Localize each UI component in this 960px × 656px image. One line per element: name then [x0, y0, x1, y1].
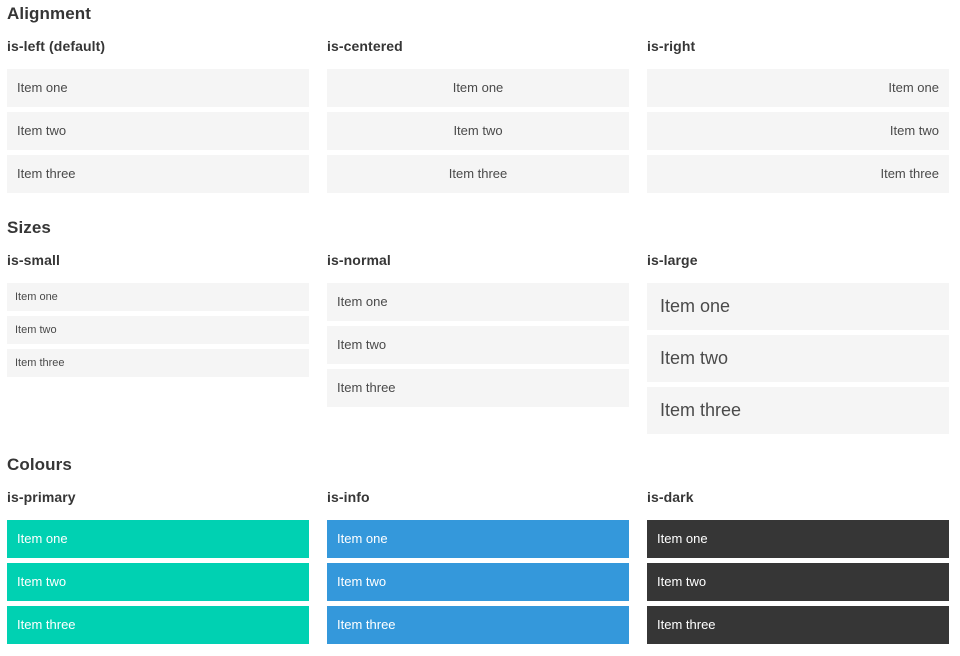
- colours-columns: is-primary Item one Item two Item three …: [7, 489, 949, 644]
- group-label-is-right: is-right: [647, 38, 696, 54]
- group-is-small: is-small Item one Item two Item three: [7, 252, 309, 377]
- group-label-is-left: is-left (default): [7, 38, 106, 54]
- list-item: Item three: [7, 155, 309, 193]
- list-item: Item two: [327, 112, 629, 150]
- list-item: Item one: [327, 283, 629, 321]
- list-item: Item three: [647, 606, 949, 644]
- group-is-centered: is-centered Item one Item two Item three: [327, 38, 629, 193]
- block-list-is-left: Item one Item two Item three: [7, 69, 309, 193]
- group-is-dark: is-dark Item one Item two Item three: [647, 489, 949, 644]
- section-title-alignment: Alignment: [7, 4, 92, 23]
- section-sizes: Sizes is-small Item one Item two Item th…: [7, 218, 949, 434]
- list-item: Item one: [7, 520, 309, 558]
- block-list-is-normal: Item one Item two Item three: [327, 283, 629, 407]
- group-label-is-info: is-info: [327, 489, 370, 505]
- list-item: Item two: [7, 112, 309, 150]
- block-list-is-primary: Item one Item two Item three: [7, 520, 309, 644]
- list-item: Item two: [647, 335, 949, 382]
- block-list-is-dark: Item one Item two Item three: [647, 520, 949, 644]
- list-item: Item two: [647, 563, 949, 601]
- group-is-info: is-info Item one Item two Item three: [327, 489, 629, 644]
- list-item: Item one: [327, 520, 629, 558]
- list-item: Item two: [327, 326, 629, 364]
- list-item: Item one: [647, 69, 949, 107]
- group-is-left: is-left (default) Item one Item two Item…: [7, 38, 309, 193]
- section-title-colours: Colours: [7, 455, 72, 474]
- sizes-columns: is-small Item one Item two Item three is…: [7, 252, 949, 434]
- group-label-is-primary: is-primary: [7, 489, 76, 505]
- block-list-is-small: Item one Item two Item three: [7, 283, 309, 377]
- list-item: Item three: [327, 369, 629, 407]
- list-item: Item two: [327, 563, 629, 601]
- group-label-is-normal: is-normal: [327, 252, 391, 268]
- list-item: Item one: [327, 69, 629, 107]
- list-item: Item one: [647, 283, 949, 330]
- group-is-right: is-right Item one Item two Item three: [647, 38, 949, 193]
- list-item: Item three: [327, 606, 629, 644]
- group-label-is-large: is-large: [647, 252, 698, 268]
- list-item: Item three: [7, 349, 309, 377]
- list-item: Item three: [647, 155, 949, 193]
- group-is-large: is-large Item one Item two Item three: [647, 252, 949, 434]
- list-item: Item one: [7, 283, 309, 311]
- block-list-is-centered: Item one Item two Item three: [327, 69, 629, 193]
- section-colours: Colours is-primary Item one Item two Ite…: [7, 455, 949, 644]
- list-item: Item two: [7, 563, 309, 601]
- block-list-is-large: Item one Item two Item three: [647, 283, 949, 434]
- list-item: Item three: [647, 387, 949, 434]
- group-label-is-small: is-small: [7, 252, 60, 268]
- list-item: Item three: [7, 606, 309, 644]
- block-list-is-info: Item one Item two Item three: [327, 520, 629, 644]
- group-is-normal: is-normal Item one Item two Item three: [327, 252, 629, 407]
- group-label-is-dark: is-dark: [647, 489, 694, 505]
- section-alignment: Alignment is-left (default) Item one Ite…: [7, 0, 949, 193]
- list-item: Item two: [7, 316, 309, 344]
- group-is-primary: is-primary Item one Item two Item three: [7, 489, 309, 644]
- alignment-columns: is-left (default) Item one Item two Item…: [7, 38, 949, 193]
- group-label-is-centered: is-centered: [327, 38, 403, 54]
- list-item: Item two: [647, 112, 949, 150]
- section-title-sizes: Sizes: [7, 218, 51, 237]
- block-list-is-right: Item one Item two Item three: [647, 69, 949, 193]
- list-item: Item three: [327, 155, 629, 193]
- list-item: Item one: [647, 520, 949, 558]
- list-item: Item one: [7, 69, 309, 107]
